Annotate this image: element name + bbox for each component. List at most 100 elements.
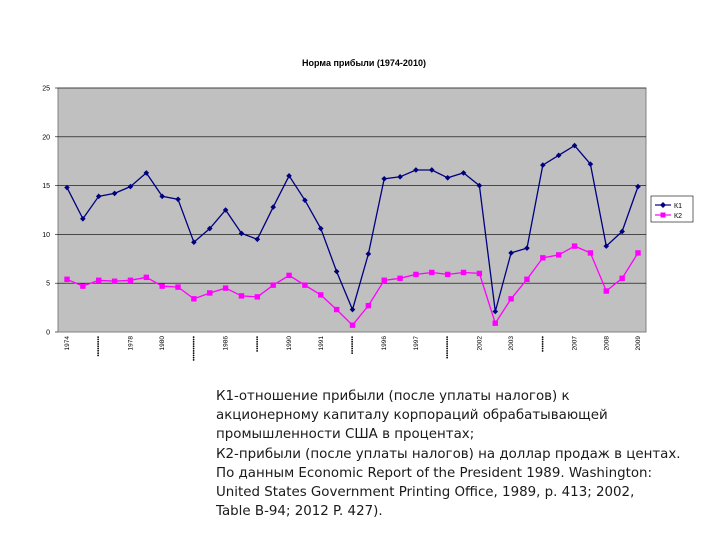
chart-legend: К1 К2 (650, 195, 694, 223)
x-tick-label: 1978 (127, 336, 134, 351)
data-point (191, 239, 197, 246)
caption-line: United States Government Printing Office… (216, 485, 635, 501)
plot-area (57, 87, 647, 333)
data-point (302, 197, 308, 204)
data-point (270, 204, 276, 210)
data-point (286, 272, 292, 279)
data-point (619, 228, 625, 235)
data-point (64, 184, 70, 191)
data-point (492, 308, 499, 315)
data-point (508, 250, 514, 256)
data-point (111, 190, 118, 197)
data-point (238, 293, 245, 299)
x-tick-label: 2003 (508, 336, 515, 351)
x-tick-label: 1990 (286, 336, 293, 351)
data-point (318, 292, 324, 298)
x-tick-label: •••••••• (350, 335, 357, 354)
data-point (635, 250, 641, 256)
y-tick-label: 25 (42, 86, 50, 93)
data-point (444, 174, 451, 181)
data-point (381, 175, 388, 182)
data-point (555, 152, 562, 159)
y-tick-label: 20 (42, 134, 50, 141)
legend-k1-label: К1 (674, 203, 682, 210)
data-point (222, 207, 229, 213)
data-point (333, 268, 340, 275)
x-tick-label: 1991 (318, 336, 325, 351)
x-tick-label: ••••••••• (96, 335, 103, 356)
data-point (127, 183, 134, 190)
legend-k2-marker (660, 212, 666, 218)
data-point (143, 170, 150, 176)
data-point (254, 236, 261, 243)
legend-k2-label: К2 (674, 213, 682, 220)
y-tick-label: 10 (42, 232, 50, 239)
data-point (191, 296, 197, 302)
data-point (381, 277, 387, 283)
data-point (159, 283, 165, 289)
data-point (571, 243, 578, 249)
data-point (587, 250, 594, 256)
legend-box (650, 195, 694, 223)
data-point (635, 183, 641, 190)
data-point (603, 288, 609, 294)
line-chart: Норма прибыли (1974-2010) 0 5 10 15 20 25 197… (42, 58, 694, 361)
data-point (619, 275, 625, 282)
caption-line: акционерному капиталу корпораций обрабат… (216, 408, 608, 424)
y-axis: 0 5 10 15 20 25 (42, 86, 58, 337)
data-point (460, 170, 467, 176)
data-point (540, 255, 546, 261)
x-tick-label: 1997 (413, 336, 420, 351)
data-point (127, 277, 134, 283)
data-point (95, 193, 102, 200)
data-point (413, 271, 419, 278)
caption-line: Table B-94; 2012 P. 427). (216, 504, 383, 520)
data-point (80, 215, 86, 222)
data-point (397, 275, 403, 282)
data-point (429, 167, 435, 173)
data-point (365, 251, 372, 257)
data-point (397, 174, 403, 180)
data-point (587, 161, 594, 167)
gridlines (58, 87, 646, 284)
data-point (270, 282, 276, 288)
x-tick-label: 1986 (223, 336, 230, 351)
data-point (571, 142, 578, 149)
data-point (555, 252, 562, 258)
data-point (207, 290, 213, 296)
data-point (524, 245, 530, 251)
data-point (175, 196, 181, 203)
caption-line: По данным Economic Report of the Preside… (216, 465, 653, 481)
y-tick-label: 15 (42, 183, 50, 190)
x-axis: 1974 ••••••••• 1978 1980 ••••••••••• 1986 ••••… (64, 335, 642, 361)
caption: К1-отношение прибыли (после уплаты налог… (216, 387, 696, 521)
data-point (524, 276, 530, 282)
x-tick-label: •••••••••• (445, 335, 452, 358)
data-point (540, 162, 546, 168)
data-point (254, 294, 261, 300)
data-point (143, 274, 150, 281)
y-tick-label: 5 (46, 281, 50, 288)
x-tick-label: ••••••••••• (191, 335, 198, 361)
data-point (603, 243, 610, 249)
data-point (349, 306, 356, 313)
series-k2 (64, 243, 641, 328)
data-point (365, 302, 372, 309)
x-tick-label: 2008 (603, 336, 610, 351)
data-point (96, 277, 102, 283)
x-tick-label: 1996 (381, 336, 388, 351)
x-tick-label: 1974 (64, 336, 71, 351)
series-k1 (64, 142, 641, 315)
data-point (238, 230, 245, 237)
data-point (111, 278, 118, 284)
data-point (159, 193, 165, 200)
caption-line: К2-прибыли (после уплаты налогов) на дол… (216, 446, 681, 462)
chart-title: Норма прибыли (1974-2010) (302, 58, 426, 68)
x-tick-label: 2002 (476, 336, 483, 351)
data-point (460, 269, 467, 276)
data-point (492, 320, 498, 326)
data-point (333, 306, 340, 313)
data-point (206, 225, 213, 232)
data-point (429, 269, 435, 276)
y-tick-label: 0 (46, 330, 50, 337)
